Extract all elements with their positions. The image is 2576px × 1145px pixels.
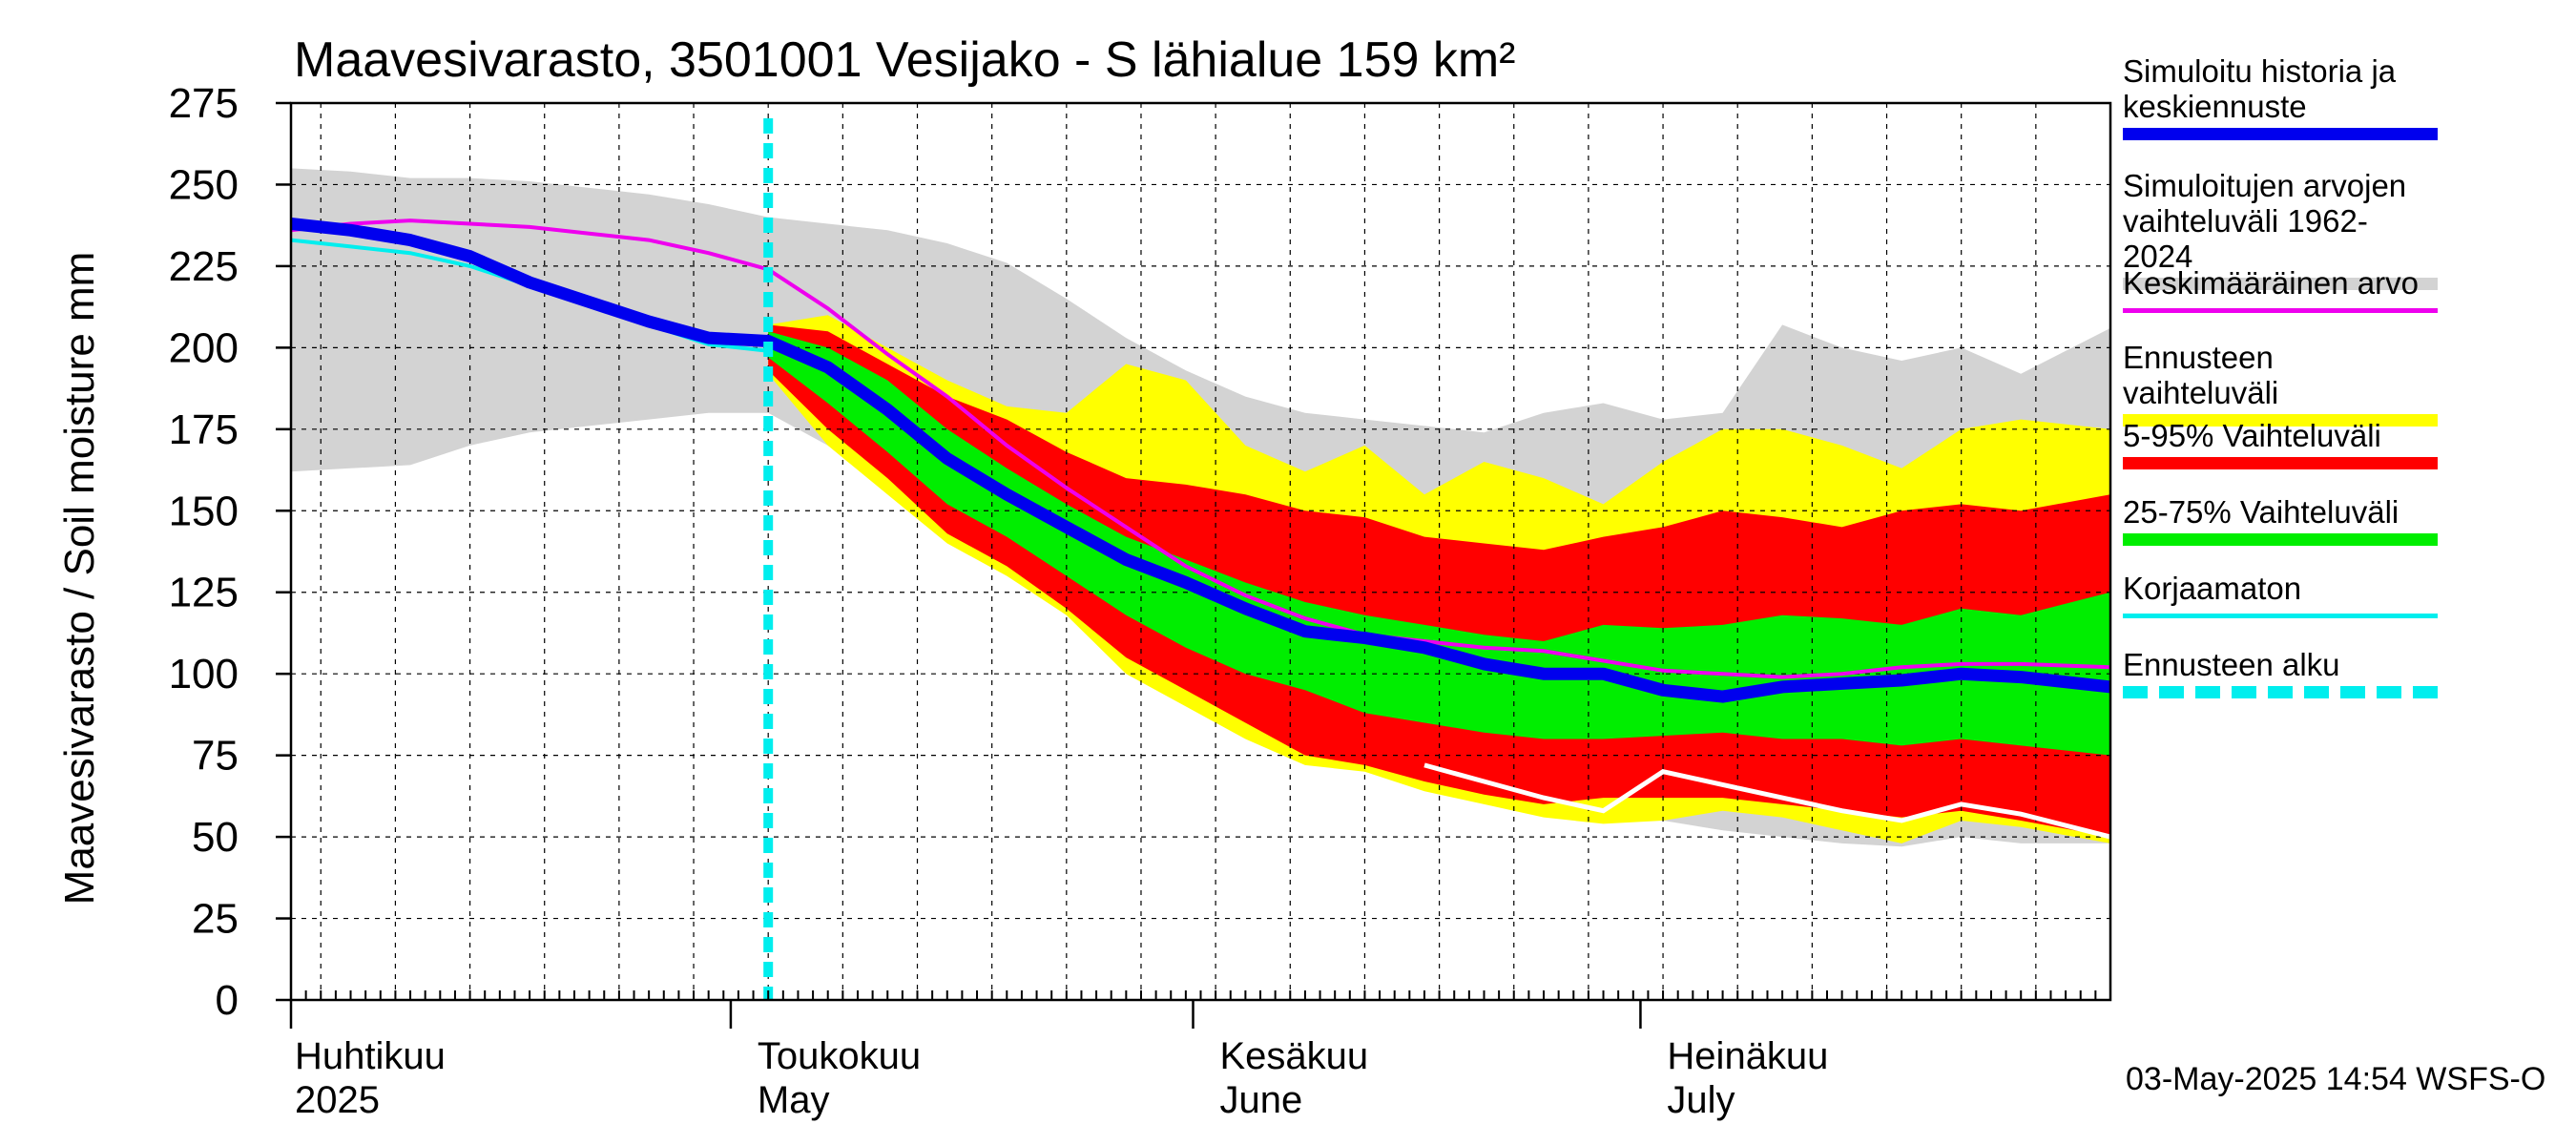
legend-item: Ennusteen vaihteluväli	[2123, 340, 2438, 427]
y-tick-label: 100	[169, 651, 239, 697]
x-month-label-fi: Kesäkuu	[1220, 1035, 1369, 1077]
y-tick-label: 150	[169, 488, 239, 534]
legend-item: Korjaamaton	[2123, 571, 2438, 618]
y-tick-labels: 0 25 50 75 100 125 150 175 200 225 250 275	[169, 80, 239, 1024]
series-mean-line	[290, 219, 2111, 679]
legend-swatch	[2123, 128, 2438, 140]
y-tick-label: 275	[169, 80, 239, 127]
legend-item: Simuloitujen arvojen vaihteluväli 1962-2…	[2123, 168, 2438, 290]
band-25-75	[768, 331, 2111, 756]
y-tick-label: 50	[192, 814, 239, 861]
series-median-line	[290, 218, 2111, 703]
y-tick-label: 75	[192, 733, 239, 780]
legend-swatch	[2123, 457, 2438, 469]
plot-bands	[291, 168, 2111, 847]
legend-label: Ennusteen vaihteluväli	[2123, 340, 2279, 410]
x-month-label-en: July	[1667, 1079, 1735, 1121]
x-month-label-en: 2025	[295, 1079, 380, 1121]
timestamp: 03-May-2025 14:54 WSFS-O	[2126, 1061, 2546, 1097]
legend-swatch	[2123, 614, 2438, 618]
y-tick-label: 125	[169, 570, 239, 616]
x-month-label-fi: Huhtikuu	[295, 1035, 446, 1077]
legend-swatch	[2123, 533, 2438, 546]
x-month-label-en: June	[1220, 1079, 1303, 1121]
legend-label: Korjaamaton	[2123, 571, 2302, 606]
legend-swatch	[2123, 414, 2438, 427]
legend-swatch	[2123, 308, 2438, 313]
y-tick-label: 25	[192, 896, 239, 943]
y-axis-label: Maavesivarasto / Soil moisture mm	[56, 252, 103, 906]
x-month-label-fi: Heinäkuu	[1667, 1035, 1828, 1077]
x-month-label-fi: Toukokuu	[758, 1035, 921, 1077]
legend-swatch	[2123, 278, 2438, 290]
legend-label: Simuloitu historia ja keskiennuste	[2123, 53, 2397, 124]
y-tick-label: 200	[169, 324, 239, 371]
legend-item: Keskimääräinen arvo	[2123, 265, 2438, 313]
x-month-label-en: May	[758, 1079, 830, 1121]
y-tick-label: 0	[216, 977, 239, 1024]
plot-lines	[290, 118, 2111, 1000]
legend-label: Simuloitujen arvojen vaihteluväli 1962-2…	[2123, 168, 2407, 274]
legend-label: Keskimääräinen arvo	[2123, 265, 2419, 301]
legend-swatch	[2123, 686, 2438, 698]
legend-label: Ennusteen alku	[2123, 647, 2340, 682]
legend-item: Ennusteen alku	[2123, 647, 2438, 698]
y-tick-label: 175	[169, 406, 239, 453]
y-tick-label: 250	[169, 161, 239, 208]
plot-axes	[276, 101, 2112, 1029]
legend-item: 25-75% Vaihteluväli	[2123, 494, 2438, 546]
chart-title: Maavesivarasto, 3501001 Vesijako - S läh…	[294, 32, 1516, 88]
legend-item: 5-95% Vaihteluväli	[2123, 418, 2438, 469]
legend-label: 5-95% Vaihteluväli	[2123, 418, 2381, 453]
legend-item: Simuloitu historia ja keskiennuste	[2123, 53, 2438, 140]
series-minimum-line	[1423, 762, 2111, 840]
legend-label: 25-75% Vaihteluväli	[2123, 494, 2399, 530]
y-tick-label: 225	[169, 243, 239, 290]
